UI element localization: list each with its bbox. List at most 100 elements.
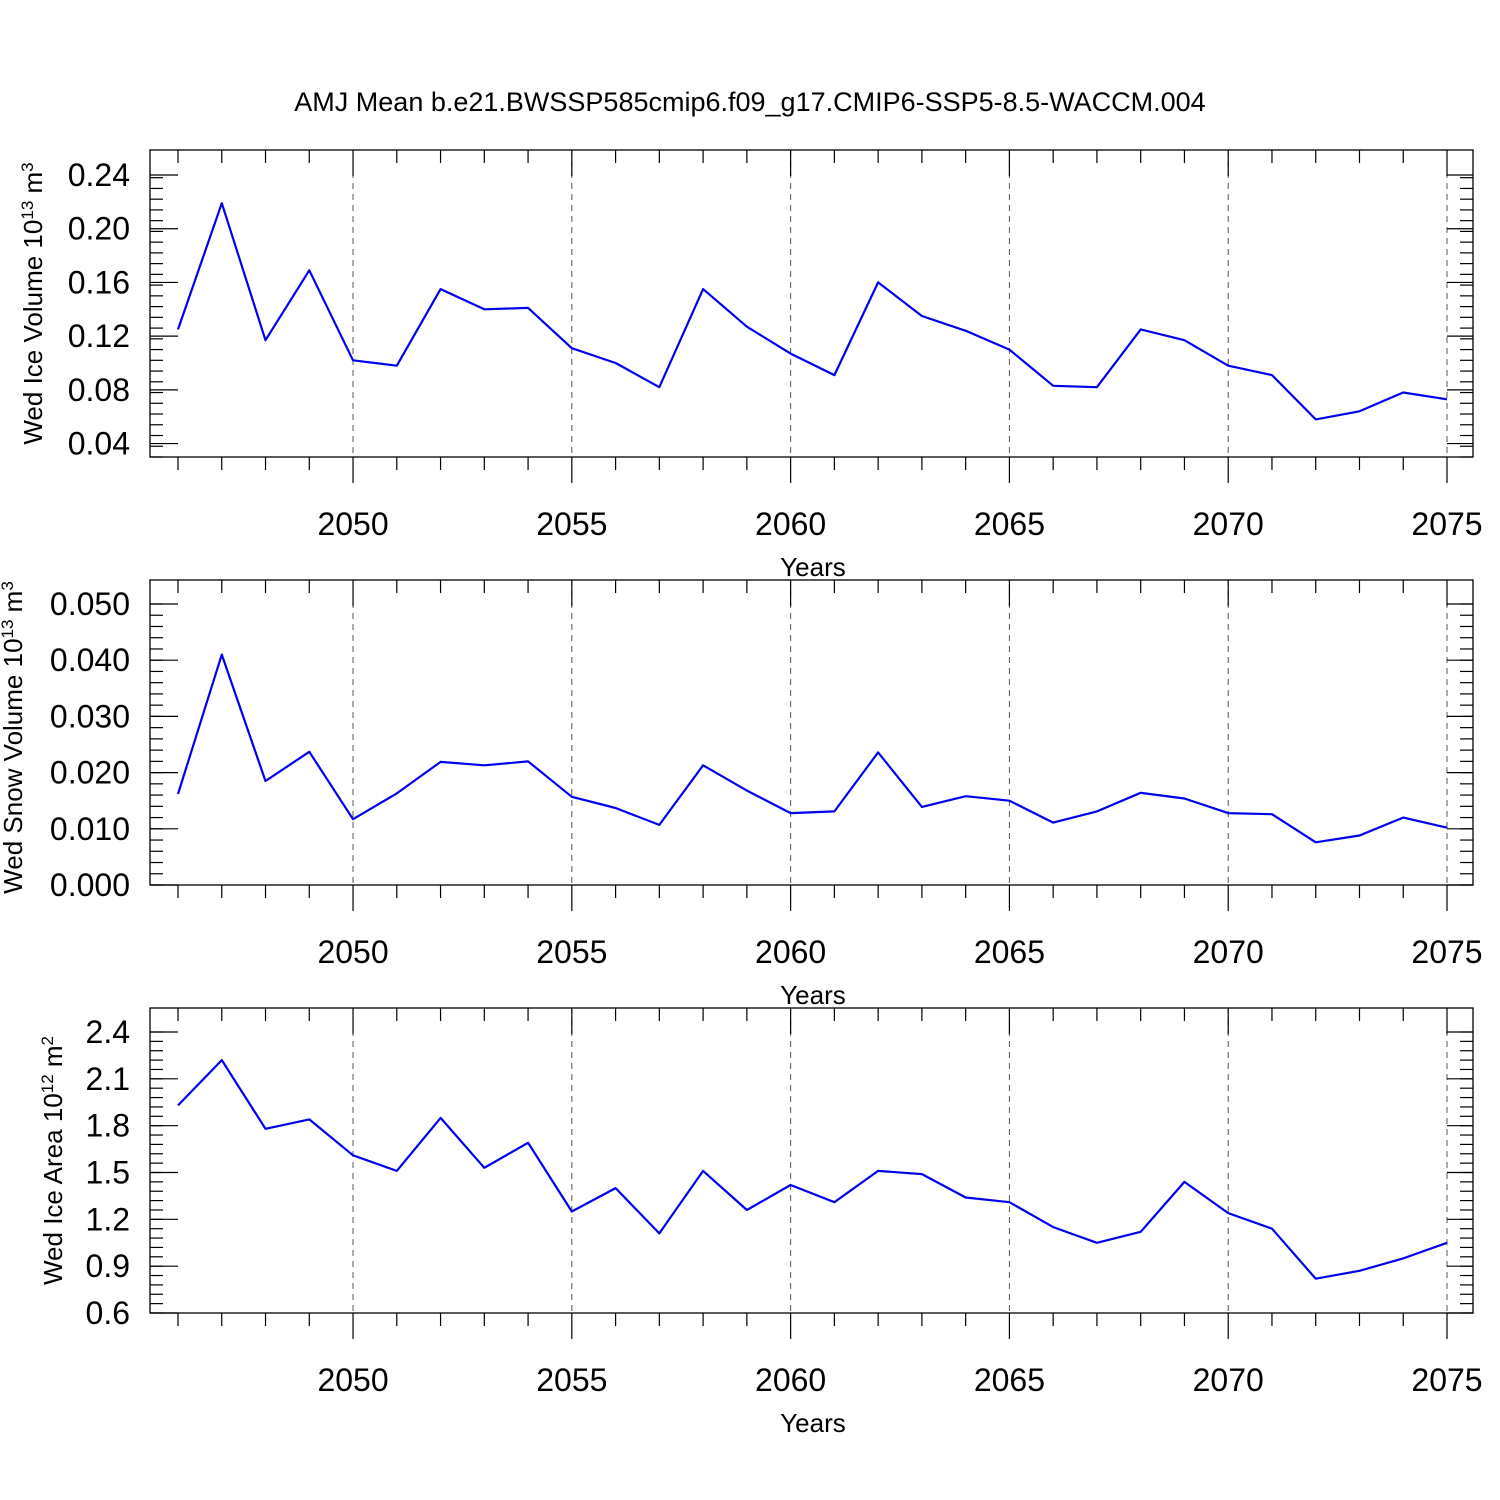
ice-area-y-tick-label: 2.4: [86, 1014, 130, 1050]
ice-volume-y-axis-label-part: m: [18, 172, 48, 201]
ice-volume-data-point: [526, 306, 530, 310]
panel-ice-area: 2050 2055 2060 2065 2070 2075 0.6 0.9 1.2 1.5 1.8 2…: [38, 1007, 1483, 1438]
ice-volume-data-point: [439, 287, 443, 291]
snow-volume-x-tick-label: 2050: [317, 934, 388, 970]
snow-volume-data-point: [832, 809, 836, 813]
ice-volume-data-point: [1007, 348, 1011, 352]
ice-area-y-axis-label: Wed Ice Area 1012 m2: [38, 1036, 68, 1285]
ice-volume-x-axis-label: Years: [780, 552, 846, 582]
ice-area-x-axis-label: Years: [780, 1408, 846, 1438]
ice-volume-y-tick-label: 0.12: [68, 318, 130, 354]
snow-volume-data-point: [789, 811, 793, 815]
ice-area-data-point: [439, 1116, 443, 1120]
snow-volume-data-point: [1357, 834, 1361, 838]
ice-area-x-tick-label: 2070: [1193, 1362, 1264, 1398]
snow-volume-series-line: [176, 653, 1448, 844]
snow-volume-data-point: [482, 763, 486, 767]
ice-volume-data-point: [1270, 373, 1274, 377]
panel-ice-volume: 2050 2055 2060 2065 2070 2075 0.04 0.08 0.12 0.16…: [18, 149, 1483, 582]
ice-volume-y-axis-label: Wed Ice Volume 1013 m3: [18, 162, 48, 444]
ice-volume-data-point: [1182, 338, 1186, 342]
ice-volume-y-tick-label: 0.24: [68, 157, 130, 193]
ice-volume-x-tick-label: 2065: [974, 506, 1045, 542]
ice-volume-data-point: [1401, 391, 1405, 395]
ice-area-x-tick-label: 2075: [1411, 1362, 1482, 1398]
ice-volume-series-line: [176, 202, 1448, 421]
ice-area-data-point: [307, 1117, 311, 1121]
ice-volume-data-point: [745, 325, 749, 329]
snow-volume-data-point: [1445, 826, 1449, 830]
ice-volume-data-point: [482, 307, 486, 311]
ice-volume-data-point: [876, 280, 880, 284]
ice-volume-y-tick-label: 0.08: [68, 372, 130, 408]
snow-volume-data-point: [1095, 809, 1099, 813]
ice-volume-data-point: [1139, 327, 1143, 331]
ice-volume-x-tick-label: 2070: [1193, 506, 1264, 542]
ice-area-data-point: [1007, 1200, 1011, 1204]
ice-area-data-point: [570, 1210, 574, 1214]
snow-volume-y-tick-label: 0.000: [50, 867, 130, 903]
ice-area-data-point: [1226, 1211, 1230, 1215]
snow-volume-data-point: [526, 759, 530, 763]
ice-area-data-point: [789, 1183, 793, 1187]
snow-volume-x-tick-label: 2060: [755, 934, 826, 970]
ice-area-data-point: [482, 1166, 486, 1170]
ice-area-y-axis-label-superscript: 2: [38, 1036, 57, 1045]
snow-volume-x-tick-label: 2065: [974, 934, 1045, 970]
snow-volume-y-axis-label-part: m: [0, 591, 28, 620]
ice-volume-data-point: [832, 373, 836, 377]
snow-volume-data-point: [570, 795, 574, 799]
ice-area-data-point: [876, 1169, 880, 1173]
ice-area-x-tick-label: 2060: [755, 1362, 826, 1398]
ice-volume-data-point: [264, 338, 268, 342]
ice-volume-y-tick-label: 0.16: [68, 264, 130, 300]
panels: 2050 2055 2060 2065 2070 2075 0.04 0.08 0.12 0.16…: [0, 149, 1483, 1438]
ice-area-plot-frame: [149, 1007, 1474, 1314]
snow-volume-x-tick-label: 2075: [1411, 934, 1482, 970]
ice-area-y-tick-label: 1.5: [86, 1155, 130, 1191]
ice-area-data-point: [220, 1058, 224, 1062]
ice-area-data-point: [1095, 1241, 1099, 1245]
ice-area-data-point: [920, 1172, 924, 1176]
ice-volume-x-tick-label: 2050: [317, 506, 388, 542]
ice-area-y-tick-label: 1.2: [86, 1201, 130, 1237]
snow-volume-y-tick-label: 0.040: [50, 642, 130, 678]
ice-area-data-point: [1182, 1180, 1186, 1184]
panel-snow-volume: 2050 2055 2060 2065 2070 2075 0.000 0.010 0.020 0…: [0, 579, 1483, 1010]
ice-volume-y-axis-label-superscript: 13: [18, 201, 37, 220]
figure-title: AMJ Mean b.e21.BWSSP585cmip6.f09_g17.CMI…: [294, 87, 1205, 117]
snow-volume-data-point: [176, 792, 180, 796]
snow-volume-data-point: [745, 789, 749, 793]
ice-volume-y-tick-label: 0.20: [68, 211, 130, 247]
snow-volume-y-axis-label-part: Wed Snow Volume 10: [0, 638, 28, 893]
ice-volume-data-point: [351, 358, 355, 362]
snow-volume-data-point: [351, 817, 355, 821]
ice-area-data-point: [1401, 1256, 1405, 1260]
snow-volume-y-axis-label: Wed Snow Volume 1013 m3: [0, 581, 28, 894]
ice-volume-data-point: [657, 385, 661, 389]
ice-volume-y-axis-label-part: Wed Ice Volume 10: [18, 220, 48, 445]
snow-volume-data-point: [1226, 811, 1230, 815]
snow-volume-data-point: [264, 779, 268, 783]
ice-area-y-tick-label: 1.8: [86, 1108, 130, 1144]
ice-volume-x-tick-label: 2055: [536, 506, 607, 542]
ice-volume-data-point: [614, 361, 618, 365]
ice-area-y-tick-label: 0.9: [86, 1248, 130, 1284]
snow-volume-data-point: [614, 806, 618, 810]
snow-volume-data-point: [395, 791, 399, 795]
ice-volume-data-point: [307, 268, 311, 272]
snow-volume-data-point: [1401, 816, 1405, 820]
snow-volume-x-tick-label: 2070: [1193, 934, 1264, 970]
ice-area-data-point: [701, 1169, 705, 1173]
snow-volume-data-point: [1139, 791, 1143, 795]
ice-area-data-point: [1270, 1227, 1274, 1231]
snow-volume-data-point: [1007, 799, 1011, 803]
ice-area-data-point: [1314, 1277, 1318, 1281]
ice-volume-data-point: [1051, 384, 1055, 388]
ice-area-data-point: [1357, 1269, 1361, 1273]
ice-area-y-tick-label: 2.1: [86, 1061, 130, 1097]
ice-area-y-axis-label-part: Wed Ice Area 10: [38, 1093, 68, 1285]
ice-volume-data-point: [1095, 385, 1099, 389]
ice-area-data-point: [1051, 1225, 1055, 1229]
